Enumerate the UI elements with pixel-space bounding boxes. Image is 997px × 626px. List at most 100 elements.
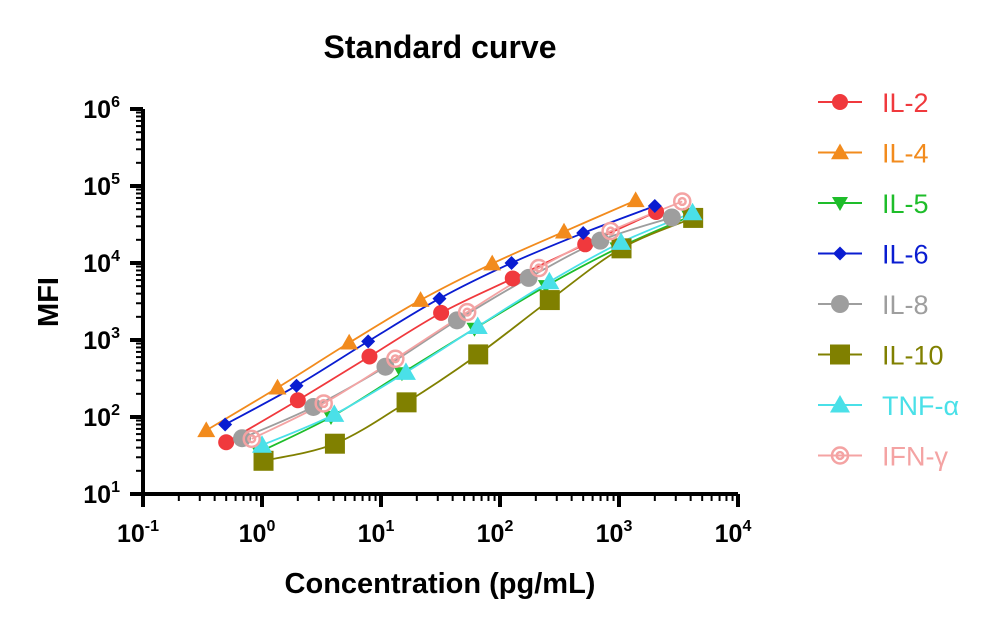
marker-shape xyxy=(411,291,430,307)
data-point xyxy=(504,256,519,270)
data-points xyxy=(197,191,704,471)
data-point xyxy=(457,302,477,322)
data-point xyxy=(647,198,662,213)
data-point xyxy=(467,316,488,334)
legend-marker xyxy=(830,344,850,365)
marker-shape xyxy=(833,246,847,261)
data-point xyxy=(611,232,632,250)
data-point xyxy=(432,291,447,306)
marker-shape xyxy=(433,304,450,321)
marker-shape xyxy=(395,362,416,380)
y-tick-label: 103 xyxy=(83,325,120,355)
data-point xyxy=(218,417,233,432)
y-tick-label: 102 xyxy=(83,402,120,432)
data-point xyxy=(361,334,376,349)
marker-shape xyxy=(539,271,560,290)
marker-shape xyxy=(252,435,272,453)
x-tick-label: 104 xyxy=(715,518,752,548)
data-point xyxy=(289,392,306,409)
marker-shape xyxy=(432,291,447,306)
marker-shape xyxy=(682,202,703,221)
marker-shape xyxy=(626,191,645,208)
legend-item: IL-10 xyxy=(818,341,944,371)
marker-shape xyxy=(534,263,544,273)
curve-il-4 xyxy=(205,199,637,432)
marker-shape xyxy=(242,429,261,449)
marker-shape xyxy=(831,143,849,160)
legend-item: TNF-α xyxy=(818,391,959,421)
data-point xyxy=(626,191,645,208)
legend-marker xyxy=(830,446,850,465)
data-point xyxy=(672,192,692,211)
marker-shape xyxy=(832,94,848,110)
marker-shape xyxy=(835,450,845,461)
legend-label: TNF-α xyxy=(882,391,959,421)
marker-shape xyxy=(483,254,502,271)
data-point xyxy=(324,404,345,422)
data-point xyxy=(433,304,450,321)
data-point xyxy=(197,421,216,438)
legend-label: IL-5 xyxy=(882,189,929,219)
chart-title: Standard curve xyxy=(324,29,557,65)
legend-item: IL-6 xyxy=(818,240,929,270)
marker-shape xyxy=(539,290,560,311)
marker-shape xyxy=(361,334,376,349)
legend: IL-2 IL-4 IL-5 IL-6 IL-8 IL-10 TNF-α IFN-γ xyxy=(818,88,959,472)
legend-item: IL-2 xyxy=(818,88,929,118)
x-tick-label: 100 xyxy=(239,518,276,548)
marker-shape xyxy=(304,397,323,416)
marker-shape xyxy=(662,208,681,227)
data-point xyxy=(576,226,591,241)
legend-marker xyxy=(832,94,848,110)
data-point xyxy=(289,378,304,393)
marker-shape xyxy=(289,392,306,409)
marker-shape xyxy=(253,450,274,471)
marker-shape xyxy=(218,417,233,432)
legend-item: IL-4 xyxy=(818,139,929,169)
y-axis-title: MFI xyxy=(33,277,65,327)
marker-shape xyxy=(611,232,632,250)
marker-shape xyxy=(467,316,488,334)
data-point xyxy=(591,231,610,250)
data-point xyxy=(539,271,560,290)
marker-shape xyxy=(386,349,405,369)
marker-shape xyxy=(324,404,345,422)
marker-shape xyxy=(376,357,395,376)
marker-shape xyxy=(289,378,304,393)
legend-item: IFN-γ xyxy=(818,442,948,472)
marker-shape xyxy=(832,197,848,211)
data-point xyxy=(361,348,378,365)
y-tick-label: 105 xyxy=(83,171,120,201)
x-tick-label: 103 xyxy=(596,518,633,548)
marker-shape xyxy=(314,394,333,413)
marker-shape xyxy=(672,192,692,211)
marker-shape xyxy=(504,256,519,270)
marker-shape xyxy=(197,421,216,438)
marker-shape xyxy=(218,434,235,451)
marker-shape xyxy=(576,226,591,241)
marker-shape xyxy=(361,348,378,365)
legend-marker xyxy=(832,197,848,211)
legend-marker xyxy=(831,295,849,313)
y-tick-label: 106 xyxy=(83,94,120,124)
data-point xyxy=(253,450,274,471)
marker-shape xyxy=(396,392,417,413)
legend-item: IL-8 xyxy=(818,290,929,320)
marker-shape xyxy=(831,295,849,313)
x-tick-label: 10-1 xyxy=(117,518,159,548)
data-point xyxy=(376,357,395,376)
marker-shape xyxy=(830,395,850,413)
data-point xyxy=(411,291,430,307)
marker-shape xyxy=(468,344,489,365)
data-point xyxy=(682,202,703,221)
marker-shape xyxy=(529,258,549,278)
marker-shape xyxy=(247,434,257,444)
legend-label: IFN-γ xyxy=(882,442,948,472)
data-point xyxy=(539,290,560,311)
marker-shape xyxy=(555,222,574,239)
data-point xyxy=(252,435,272,453)
marker-shape xyxy=(830,446,850,465)
data-point xyxy=(386,349,405,369)
data-point xyxy=(504,270,521,287)
marker-shape xyxy=(504,270,521,287)
